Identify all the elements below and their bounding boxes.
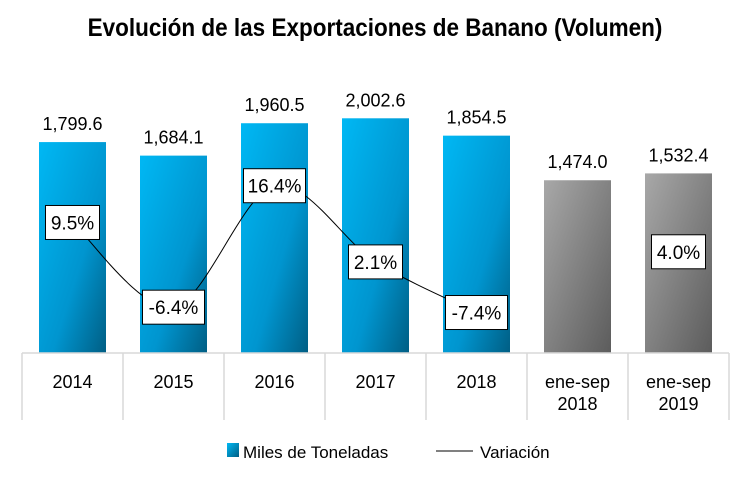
- x-tick-label: ene-sep 2019: [646, 372, 711, 414]
- bar-value-label: 2,002.6: [345, 90, 405, 110]
- chart-title: Evolución de las Exportaciones de Banano…: [87, 14, 663, 42]
- x-tick-label: 2015: [153, 372, 193, 392]
- x-tick-label: 2017: [355, 372, 395, 392]
- bar-2016: [241, 123, 308, 353]
- bar-value-label: 1,799.6: [42, 114, 102, 134]
- x-tick-label: ene-sep 2018: [545, 372, 610, 414]
- variation-label-box: [651, 234, 706, 270]
- legend-bar-label: Miles de Toneladas: [243, 443, 388, 462]
- variation-label-box: [348, 244, 403, 280]
- variation-label-box: [45, 204, 100, 240]
- variation-value-label: 9.5%: [51, 213, 94, 234]
- variation-value-label: 2.1%: [354, 253, 397, 274]
- legend-bar-swatch: [227, 443, 239, 457]
- variation-value-label: -6.4%: [149, 298, 199, 319]
- x-tick-label: 2018: [456, 372, 496, 392]
- variation-value-label: 4.0%: [657, 243, 700, 264]
- bar-2017: [342, 118, 409, 353]
- bar-2014: [39, 142, 106, 353]
- bar-value-label: 1,854.5: [446, 108, 506, 128]
- bar-value-label: 1,960.5: [244, 95, 304, 115]
- variation-value-label: 16.4%: [248, 177, 302, 198]
- variation-label-box: [243, 168, 306, 204]
- variation-label-box: [142, 289, 205, 325]
- legend-line-label: Variación: [480, 443, 550, 462]
- x-tick-label: 2014: [52, 372, 92, 392]
- bar-ene-sep-2018: [544, 180, 611, 353]
- x-tick-label: 2016: [254, 372, 294, 392]
- bar-value-label: 1,474.0: [547, 152, 607, 172]
- bar-value-label: 1,684.1: [143, 128, 203, 148]
- variation-value-label: -7.4%: [452, 304, 502, 325]
- bar-value-label: 1,532.4: [648, 145, 708, 165]
- variation-label-box: [445, 295, 508, 331]
